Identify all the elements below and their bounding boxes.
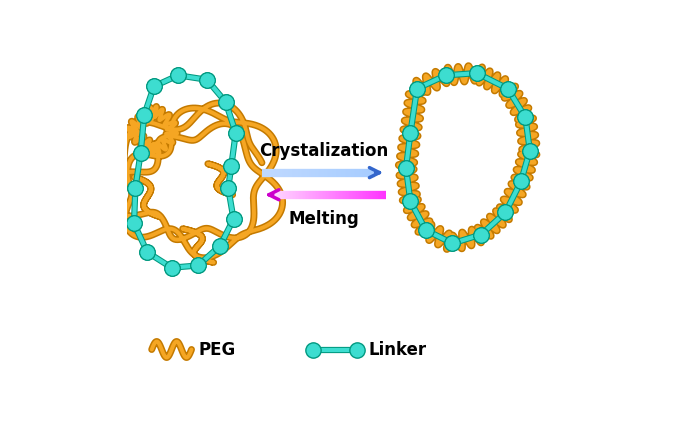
Text: Crystalization: Crystalization: [260, 142, 389, 159]
Text: Linker: Linker: [369, 340, 426, 359]
Text: PEG: PEG: [198, 340, 235, 359]
Text: Melting: Melting: [289, 210, 360, 228]
